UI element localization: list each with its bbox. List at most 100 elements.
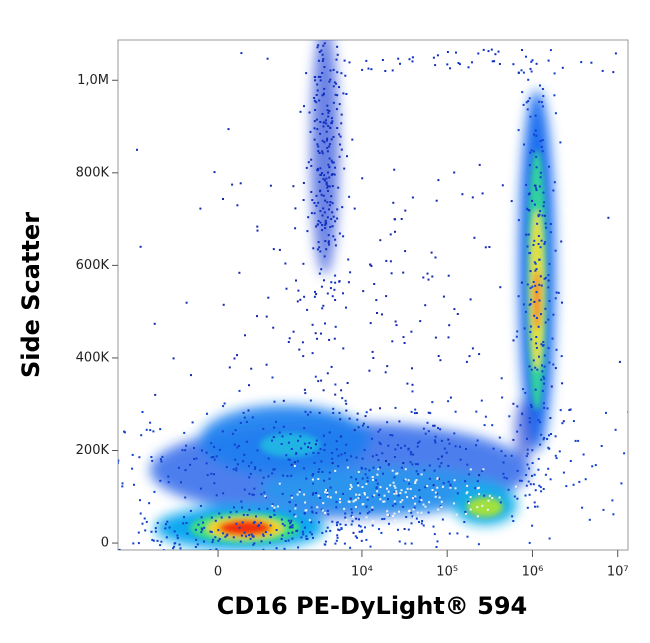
- event-dot: [258, 508, 260, 510]
- event-dot: [330, 3, 332, 5]
- event-dot: [294, 207, 296, 209]
- event-dot: [435, 257, 437, 259]
- event-dot: [444, 448, 446, 450]
- event-dot: [154, 394, 156, 396]
- event-dot: [234, 358, 236, 360]
- event-dot: [375, 479, 377, 481]
- event-dot: [320, 380, 322, 382]
- event-dot: [404, 543, 406, 545]
- event-dot: [358, 494, 360, 496]
- event-dot: [182, 555, 184, 557]
- event-dot: [274, 401, 276, 403]
- event-dot: [358, 471, 360, 473]
- event-dot: [235, 523, 237, 525]
- event-dot: [311, 533, 313, 535]
- event-dot: [529, 193, 531, 195]
- event-dot: [299, 435, 301, 437]
- event-dot: [376, 487, 378, 489]
- event-dot: [412, 463, 414, 465]
- event-dot: [466, 491, 468, 493]
- event-dot: [518, 129, 520, 131]
- y-tick-label: 1,0M: [77, 73, 109, 88]
- event-dot: [240, 422, 242, 424]
- event-dot: [532, 462, 534, 464]
- event-dot: [327, 185, 329, 187]
- event-dot: [274, 507, 276, 509]
- event-dot: [603, 509, 605, 511]
- event-dot: [559, 141, 561, 143]
- event-dot: [272, 327, 274, 329]
- event-dot: [538, 243, 540, 245]
- event-dot: [325, 222, 327, 224]
- event-dot: [240, 501, 242, 503]
- event-dot: [351, 524, 353, 526]
- event-dot: [468, 473, 470, 475]
- event-dot: [316, 94, 318, 96]
- event-dot: [335, 326, 337, 328]
- event-dot: [503, 477, 505, 479]
- event-dot: [524, 392, 526, 394]
- event-dot: [365, 468, 367, 470]
- event-dot: [362, 503, 364, 505]
- event-dot: [190, 510, 192, 512]
- event-dot: [398, 511, 400, 513]
- event-dot: [219, 538, 221, 540]
- event-dot: [330, 25, 332, 27]
- event-dot: [449, 67, 451, 69]
- event-dot: [72, 448, 74, 450]
- event-dot: [100, 492, 102, 494]
- event-dot: [161, 456, 163, 458]
- event-dot: [414, 412, 416, 414]
- event-dot: [317, 478, 319, 480]
- event-dot: [331, 160, 333, 162]
- x-tick-label: 10⁴: [351, 565, 373, 580]
- event-dot: [533, 483, 535, 485]
- event-dot: [331, 211, 333, 213]
- event-dot: [531, 200, 533, 202]
- event-dot: [406, 496, 408, 498]
- event-dot: [329, 127, 331, 129]
- event-dot: [193, 458, 195, 460]
- event-dot: [377, 459, 379, 461]
- event-dot: [316, 143, 318, 145]
- event-dot: [405, 468, 407, 470]
- event-dot: [318, 220, 320, 222]
- event-dot: [339, 233, 341, 235]
- event-dot: [142, 411, 144, 413]
- event-dot: [530, 68, 532, 70]
- event-dot: [440, 462, 442, 464]
- event-dot: [312, 537, 314, 539]
- event-dot: [477, 515, 479, 517]
- event-dot: [353, 532, 355, 534]
- event-dot: [326, 131, 328, 133]
- event-dot: [290, 433, 292, 435]
- event-dot: [95, 436, 97, 438]
- event-dot: [340, 72, 342, 74]
- event-dot: [283, 400, 285, 402]
- event-dot: [317, 202, 319, 204]
- event-dot: [416, 470, 418, 472]
- event-dot: [250, 462, 252, 464]
- event-dot: [488, 246, 490, 248]
- event-dot: [183, 516, 185, 518]
- event-dot: [314, 100, 316, 102]
- event-dot: [470, 298, 472, 300]
- event-dot: [241, 507, 243, 509]
- event-dot: [543, 437, 545, 439]
- event-dot: [405, 491, 407, 493]
- event-dot: [477, 480, 479, 482]
- event-dot: [138, 542, 140, 544]
- event-dot: [183, 432, 185, 434]
- event-dot: [91, 515, 93, 517]
- event-dot: [531, 525, 533, 527]
- event-dot: [260, 522, 262, 524]
- event-dot: [159, 428, 161, 430]
- event-dot: [421, 520, 423, 522]
- event-dot: [387, 498, 389, 500]
- event-dot: [317, 150, 319, 152]
- event-dot: [397, 529, 399, 531]
- event-dot: [523, 104, 525, 106]
- event-dot: [382, 473, 384, 475]
- event-dot: [401, 218, 403, 220]
- event-dot: [401, 467, 403, 469]
